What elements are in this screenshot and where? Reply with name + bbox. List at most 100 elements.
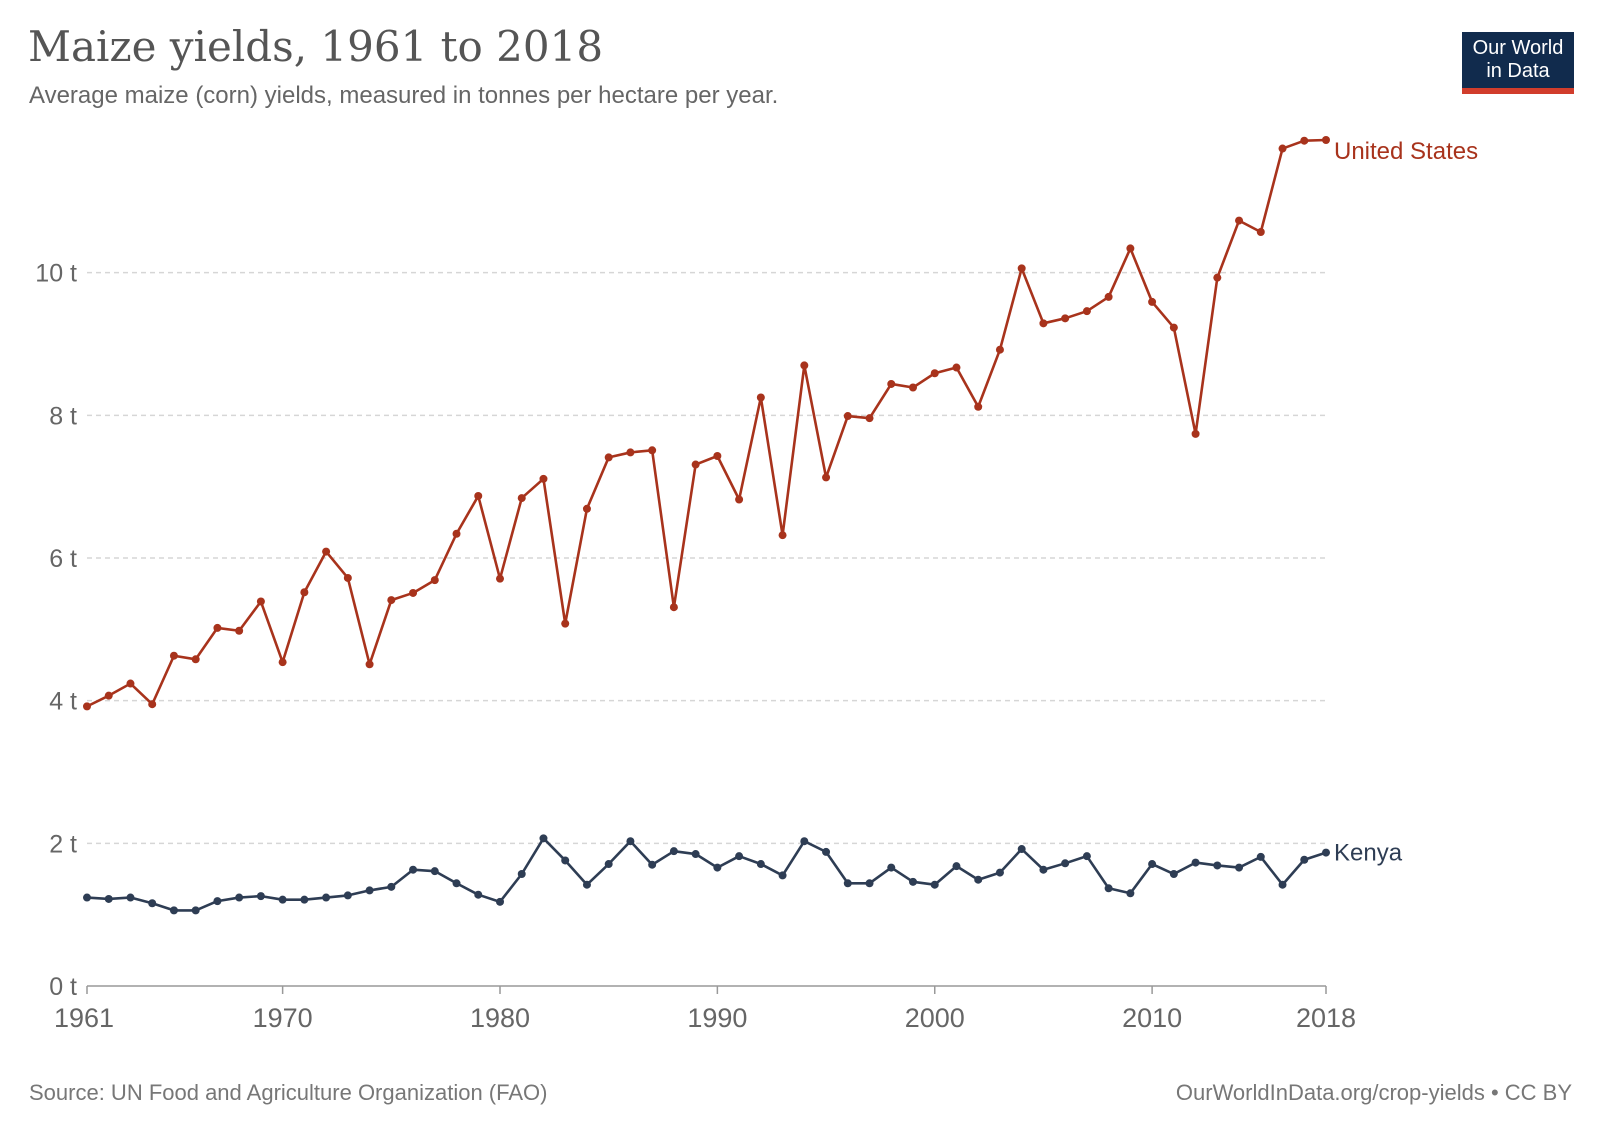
data-point-kenya[interactable] [83, 893, 91, 902]
data-point-united-states[interactable] [691, 460, 700, 469]
data-point-united-states[interactable] [604, 453, 613, 462]
data-point-kenya[interactable] [104, 894, 113, 903]
data-point-united-states[interactable] [126, 679, 135, 688]
data-point-kenya[interactable] [1169, 870, 1178, 879]
data-point-united-states[interactable] [191, 655, 200, 664]
data-point-kenya[interactable] [691, 850, 700, 859]
data-point-kenya[interactable] [430, 867, 439, 876]
data-point-united-states[interactable] [952, 363, 961, 372]
data-point-kenya[interactable] [1300, 855, 1309, 864]
data-point-kenya[interactable] [582, 880, 591, 889]
data-point-united-states[interactable] [83, 702, 91, 711]
data-point-united-states[interactable] [1104, 292, 1113, 301]
data-point-united-states[interactable] [561, 619, 570, 628]
data-point-united-states[interactable] [430, 576, 439, 585]
data-point-kenya[interactable] [822, 847, 831, 856]
data-point-kenya[interactable] [278, 895, 287, 904]
data-point-kenya[interactable] [343, 891, 352, 900]
data-point-kenya[interactable] [539, 834, 548, 843]
data-point-kenya[interactable] [387, 882, 396, 891]
data-point-united-states[interactable] [1300, 136, 1309, 145]
data-point-kenya[interactable] [865, 879, 874, 888]
data-point-kenya[interactable] [191, 906, 200, 915]
data-point-kenya[interactable] [1191, 858, 1200, 867]
data-point-united-states[interactable] [104, 691, 113, 700]
data-point-united-states[interactable] [387, 596, 396, 605]
data-point-united-states[interactable] [148, 700, 157, 709]
data-point-kenya[interactable] [930, 880, 939, 889]
data-point-united-states[interactable] [669, 603, 678, 612]
data-point-united-states[interactable] [582, 504, 591, 513]
data-point-united-states[interactable] [1169, 323, 1178, 332]
data-point-united-states[interactable] [1191, 429, 1200, 438]
data-point-kenya[interactable] [517, 870, 526, 879]
data-point-kenya[interactable] [626, 837, 635, 846]
data-point-kenya[interactable] [1039, 865, 1048, 874]
data-point-united-states[interactable] [213, 623, 222, 632]
credit-link[interactable]: OurWorldInData.org/crop-yields • CC BY [1175, 1080, 1572, 1105]
data-point-united-states[interactable] [778, 531, 787, 540]
owid-logo[interactable]: Our World in Data [1462, 32, 1574, 94]
data-point-kenya[interactable] [1256, 852, 1265, 861]
data-point-united-states[interactable] [365, 660, 374, 669]
data-point-kenya[interactable] [887, 863, 896, 872]
data-point-kenya[interactable] [213, 897, 222, 906]
data-point-kenya[interactable] [1235, 863, 1244, 872]
data-point-kenya[interactable] [300, 895, 309, 904]
data-point-united-states[interactable] [496, 574, 504, 583]
data-point-kenya[interactable] [409, 865, 418, 874]
data-point-kenya[interactable] [974, 875, 983, 884]
data-point-united-states[interactable] [1235, 216, 1244, 225]
series-label-united-states[interactable]: United States [1334, 138, 1478, 165]
data-point-united-states[interactable] [930, 369, 939, 378]
data-point-kenya[interactable] [778, 871, 787, 880]
data-point-united-states[interactable] [626, 448, 635, 457]
data-point-united-states[interactable] [235, 626, 244, 635]
data-point-united-states[interactable] [256, 597, 265, 606]
data-point-kenya[interactable] [952, 862, 961, 871]
data-point-united-states[interactable] [539, 474, 548, 483]
data-point-united-states[interactable] [800, 361, 809, 370]
data-point-united-states[interactable] [1061, 314, 1070, 323]
data-point-kenya[interactable] [604, 860, 613, 869]
series-line-kenya[interactable] [86, 837, 1327, 912]
data-point-kenya[interactable] [1148, 860, 1157, 869]
data-point-kenya[interactable] [843, 879, 852, 888]
data-point-united-states[interactable] [865, 414, 874, 423]
data-point-united-states[interactable] [322, 547, 331, 556]
data-point-united-states[interactable] [452, 529, 461, 538]
data-point-united-states[interactable] [278, 658, 287, 667]
data-point-united-states[interactable] [843, 412, 852, 421]
series-label-kenya[interactable]: Kenya [1334, 840, 1403, 867]
data-point-united-states[interactable] [474, 491, 483, 500]
data-point-kenya[interactable] [1104, 884, 1113, 893]
data-point-kenya[interactable] [669, 847, 678, 856]
data-point-kenya[interactable] [995, 868, 1004, 877]
data-point-kenya[interactable] [452, 879, 461, 888]
data-point-united-states[interactable] [517, 494, 526, 503]
data-point-united-states[interactable] [974, 402, 983, 411]
data-point-kenya[interactable] [561, 856, 570, 865]
data-point-united-states[interactable] [300, 588, 309, 597]
data-point-united-states[interactable] [1082, 307, 1091, 316]
data-point-kenya[interactable] [648, 860, 657, 869]
data-point-kenya[interactable] [800, 837, 809, 846]
data-point-united-states[interactable] [713, 451, 722, 460]
data-point-united-states[interactable] [887, 379, 896, 388]
data-point-united-states[interactable] [735, 495, 744, 504]
data-point-kenya[interactable] [496, 897, 504, 906]
data-point-kenya[interactable] [1061, 859, 1070, 868]
data-point-united-states[interactable] [1256, 228, 1265, 237]
data-point-kenya[interactable] [1322, 848, 1330, 857]
data-point-united-states[interactable] [1278, 144, 1287, 153]
data-point-united-states[interactable] [169, 651, 178, 660]
data-point-united-states[interactable] [343, 573, 352, 582]
data-point-kenya[interactable] [735, 852, 744, 861]
data-point-kenya[interactable] [1278, 880, 1287, 889]
data-point-united-states[interactable] [1322, 135, 1330, 144]
data-point-kenya[interactable] [235, 893, 244, 902]
data-point-kenya[interactable] [322, 893, 331, 902]
data-point-united-states[interactable] [1126, 244, 1135, 253]
series-line-united-states[interactable] [86, 138, 1327, 708]
data-point-united-states[interactable] [409, 588, 418, 597]
